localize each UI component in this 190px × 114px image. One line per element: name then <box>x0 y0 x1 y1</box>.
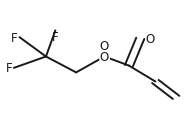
Text: O: O <box>100 40 109 52</box>
Text: F: F <box>52 31 59 44</box>
Text: F: F <box>11 31 18 44</box>
Text: O: O <box>145 32 154 45</box>
Text: F: F <box>5 62 12 75</box>
Text: O: O <box>100 51 109 63</box>
